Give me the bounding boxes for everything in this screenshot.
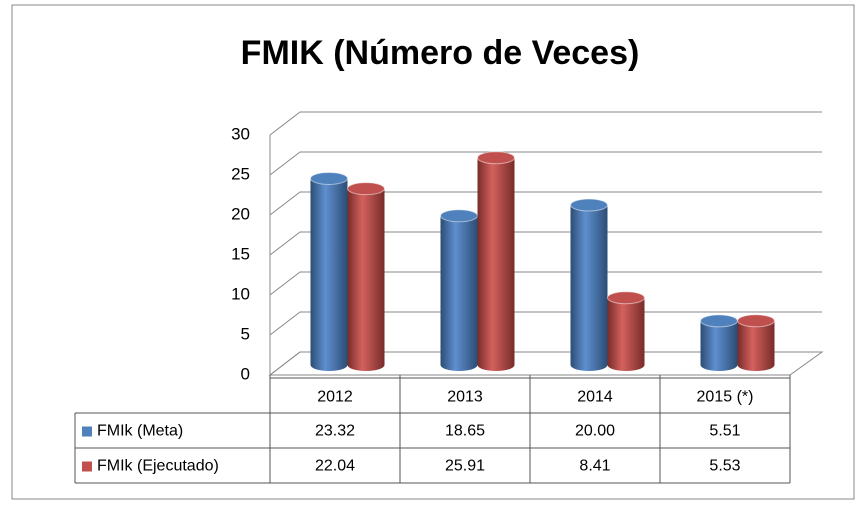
y-tick-label: 25 — [231, 164, 250, 183]
bar-body — [310, 178, 348, 371]
data-label: 18.65 — [445, 423, 485, 440]
grid-line — [269, 151, 822, 176]
bar-top — [310, 171, 348, 185]
bar — [310, 171, 348, 371]
bar-top — [440, 209, 478, 223]
data-label: 5.51 — [709, 423, 740, 440]
bar-top — [700, 314, 738, 328]
grid-line — [269, 271, 822, 296]
data-label: 5.53 — [709, 458, 740, 475]
bar-top — [347, 182, 385, 196]
x-tick-label: 2014 — [577, 389, 613, 406]
bar — [440, 209, 478, 371]
bar — [700, 314, 738, 371]
bar — [737, 314, 775, 371]
legend-label: FMIk (Meta) — [97, 423, 183, 440]
data-label: 8.41 — [579, 458, 610, 475]
bar — [477, 151, 515, 371]
data-label: 23.32 — [315, 423, 355, 440]
bar — [570, 198, 608, 371]
y-tick-label: 5 — [241, 324, 250, 343]
x-tick-label: 2015 (*) — [697, 389, 754, 406]
grid-line — [269, 351, 822, 376]
bar-top — [570, 198, 608, 212]
data-label: 22.04 — [315, 458, 355, 475]
bar-body — [440, 215, 478, 371]
data-label: 25.91 — [445, 458, 485, 475]
bar-body — [607, 297, 645, 371]
y-tick-label: 15 — [231, 244, 250, 263]
plot: 0 5 10 15 20 25 30 2012 2013 2014 2015 (*) FMIk (Me… — [74, 111, 824, 484]
bar-body — [700, 320, 738, 371]
legend-swatch — [82, 461, 92, 472]
bar-top — [477, 151, 515, 165]
bar-body — [347, 188, 385, 371]
y-tick-label: 20 — [231, 204, 250, 223]
bar — [607, 291, 645, 371]
bar-body — [570, 205, 608, 371]
bar-body — [477, 157, 515, 371]
grid-line — [269, 231, 822, 256]
grid-line — [269, 191, 822, 216]
bar-body — [737, 320, 775, 371]
bar — [347, 182, 385, 371]
y-tick-label: 10 — [231, 284, 250, 303]
bar-top — [737, 314, 775, 328]
x-tick-label: 2012 — [317, 389, 353, 406]
chart-title: FMIK (Número de Veces) — [241, 34, 640, 72]
y-tick-label: 30 — [231, 124, 250, 143]
grid-line — [269, 311, 822, 336]
legend-label: FMIk (Ejecutado) — [97, 458, 219, 475]
y-tick-label: 0 — [241, 364, 250, 383]
x-tick-label: 2013 — [447, 389, 483, 406]
legend-swatch — [82, 426, 92, 437]
data-label: 20.00 — [575, 423, 615, 440]
bar-top — [607, 291, 645, 305]
grid-line — [269, 111, 822, 136]
